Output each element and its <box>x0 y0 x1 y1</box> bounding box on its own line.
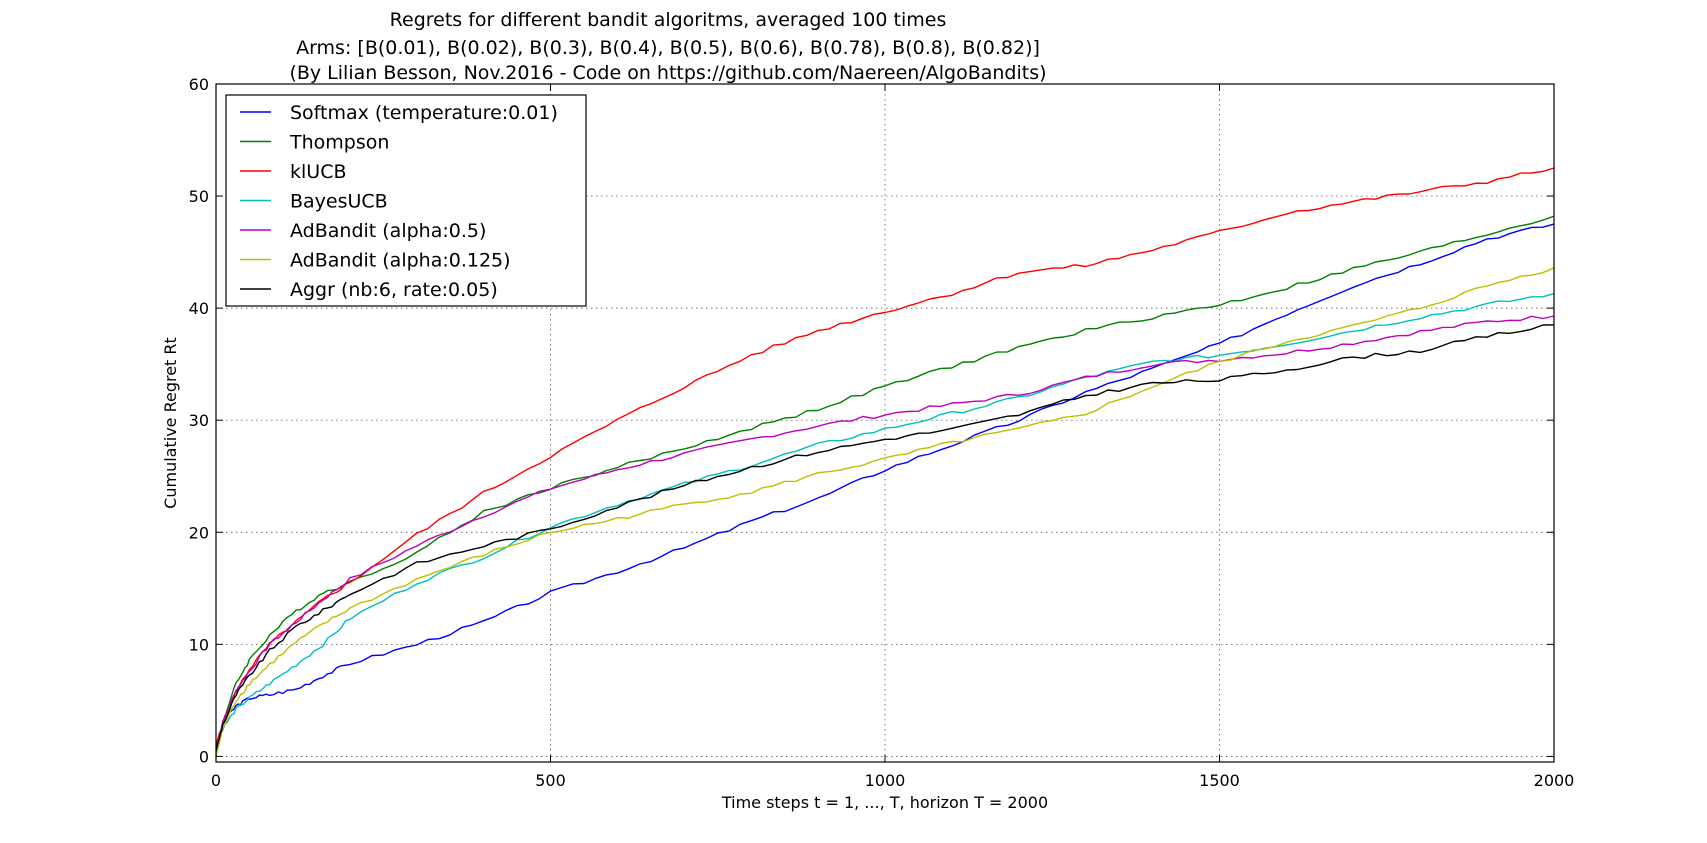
y-tick-label: 0 <box>199 747 209 766</box>
series-line-1 <box>215 215 1555 757</box>
legend-entry: klUCB <box>290 161 347 183</box>
legend-entry: Softmax (temperature:0.01) <box>290 102 558 124</box>
x-tick-label: 0 <box>211 771 221 790</box>
series-line-0 <box>215 223 1555 757</box>
series-group <box>215 167 1555 757</box>
legend-entry: AdBandit (alpha:0.5) <box>290 220 486 242</box>
legend-box <box>225 94 587 307</box>
y-tick-label: 20 <box>189 523 209 542</box>
x-tick-label: 1500 <box>1199 771 1240 790</box>
legend-entry: Thompson <box>289 132 389 154</box>
x-axis: 0 500 1000 1500 2000 <box>211 84 1574 790</box>
y-tick-label: 40 <box>189 299 209 318</box>
series-line-5 <box>215 267 1555 757</box>
y-tick-label: 10 <box>189 635 209 654</box>
title-line-1: Regrets for different bandit algoritms, … <box>390 9 947 31</box>
series-line-2 <box>215 167 1555 746</box>
x-tick-label: 2000 <box>1534 771 1575 790</box>
y-tick-label: 50 <box>189 187 209 206</box>
chart-title: Regrets for different bandit algoritms, … <box>289 9 1046 84</box>
series-line-4 <box>215 315 1555 751</box>
y-tick-label: 60 <box>189 75 209 94</box>
y-axis: 0 10 20 30 40 50 60 <box>189 75 1554 766</box>
title-line-3: (By Lilian Besson, Nov.2016 - Code on ht… <box>289 62 1046 84</box>
legend-entry: BayesUCB <box>290 191 388 213</box>
y-axis-label: Cumulative Regret Rt <box>161 337 180 509</box>
y-tick-label: 30 <box>189 411 209 430</box>
legend-entry: AdBandit (alpha:0.125) <box>290 250 511 272</box>
legend-entry: Aggr (nb:6, rate:0.05) <box>290 279 498 301</box>
x-tick-label: 1000 <box>865 771 906 790</box>
series-line-6 <box>215 324 1555 751</box>
title-line-2: Arms: [B(0.01), B(0.02), B(0.3), B(0.4),… <box>296 37 1040 59</box>
x-tick-label: 500 <box>535 771 566 790</box>
x-axis-label: Time steps t = 1, ..., T, horizon T = 20… <box>721 793 1048 812</box>
legend: Softmax (temperature:0.01) Thompson klUCB B… <box>225 94 587 307</box>
